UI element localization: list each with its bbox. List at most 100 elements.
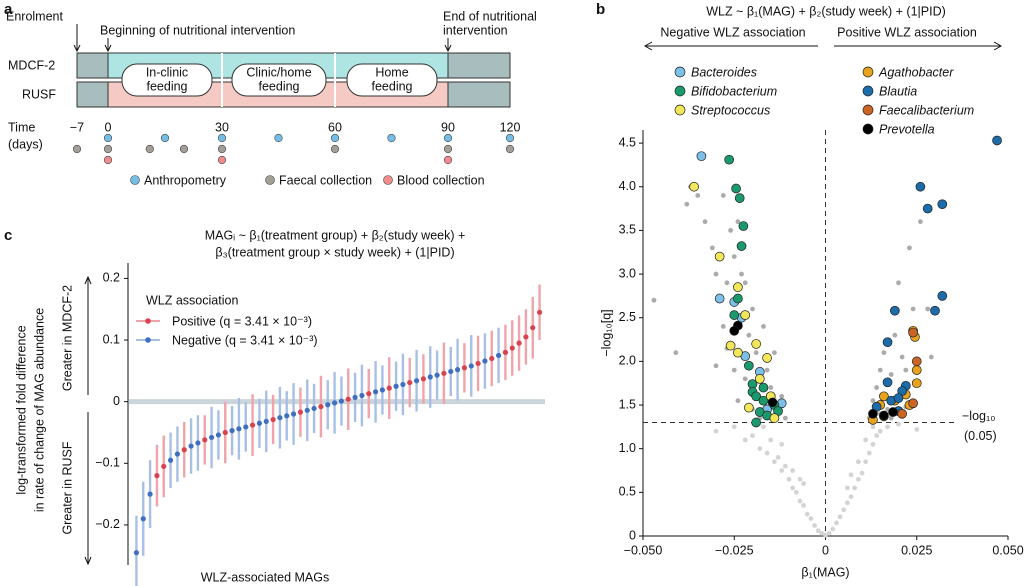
data-point	[133, 550, 140, 556]
data-point	[725, 340, 736, 351]
data-point	[530, 325, 536, 331]
data-point	[930, 305, 940, 316]
data-point	[696, 151, 707, 162]
data-point	[751, 339, 762, 349]
data-point	[174, 451, 181, 457]
x-tick-label: −0.050	[624, 543, 663, 557]
background-point	[874, 385, 879, 390]
background-point	[695, 193, 701, 198]
data-point	[297, 409, 304, 415]
background-point	[892, 332, 898, 338]
background-point	[764, 450, 770, 456]
background-point	[713, 363, 719, 369]
background-point	[863, 459, 869, 465]
background-point	[742, 376, 748, 382]
background-point	[881, 350, 887, 356]
data-point	[208, 434, 215, 441]
data-point	[359, 392, 365, 399]
data-point	[263, 418, 269, 424]
collection-point	[103, 133, 113, 143]
data-point	[318, 404, 324, 410]
panel-label: c	[4, 227, 12, 244]
data-point	[992, 135, 1002, 146]
background-point	[848, 494, 854, 500]
data-point	[154, 473, 160, 479]
background-point	[826, 530, 832, 536]
legend-label: Anthropometry	[144, 173, 227, 187]
collection-point	[443, 155, 453, 165]
chart-title: MAGᵢ ~ β₁(treatment group) + β₂(study we…	[205, 228, 466, 242]
background-point	[793, 489, 799, 495]
legend-marker	[674, 104, 686, 116]
data-point	[908, 398, 918, 409]
event-arrow	[104, 38, 112, 53]
background-point	[790, 485, 796, 491]
data-point	[879, 391, 889, 402]
background-point	[830, 526, 836, 532]
background-point	[819, 530, 825, 536]
timeline: In-clinic feeding Clinic/home feeding Ho…	[6, 9, 537, 151]
data-point	[222, 429, 228, 436]
data-point	[729, 325, 740, 336]
direction-arrow	[84, 412, 92, 566]
data-point	[922, 203, 933, 214]
data-point	[731, 183, 741, 194]
data-point	[714, 293, 725, 304]
legend-marker	[862, 104, 874, 116]
background-point	[750, 306, 755, 312]
background-point	[702, 219, 708, 225]
collection-point	[217, 144, 227, 154]
legend-marker	[145, 318, 151, 324]
collection-point	[179, 144, 189, 154]
background-point	[870, 424, 876, 430]
background-point	[804, 511, 810, 517]
phase-label: In-clinic	[146, 65, 188, 79]
data-point	[751, 417, 762, 428]
background-point	[855, 459, 861, 465]
y-tick-label: 2.0	[619, 354, 636, 368]
data-point	[393, 383, 399, 389]
background-point	[761, 424, 766, 430]
phase-box	[231, 63, 327, 97]
data-point	[352, 394, 358, 400]
legend-marker	[130, 175, 140, 185]
direction-arrow	[643, 41, 818, 51]
event-arrow	[73, 24, 81, 53]
background-point	[874, 433, 879, 438]
direction-label: Positive WLZ association	[837, 25, 977, 39]
collection-point	[330, 133, 340, 143]
background-point	[877, 367, 883, 373]
background-point	[914, 427, 920, 432]
collection-point	[443, 144, 453, 154]
legend-label: Faecalibacterium	[879, 103, 974, 117]
y-tick-label: 3.5	[619, 223, 636, 237]
y-tick-label: 0.2	[103, 271, 120, 285]
background-point	[720, 193, 726, 198]
collection-point	[274, 133, 283, 143]
data-point	[908, 327, 918, 338]
background-point	[896, 421, 901, 427]
collection-point	[103, 155, 113, 165]
x-axis-title: WLZ-associated MAGs	[201, 570, 330, 584]
data-point	[167, 457, 174, 463]
background-point	[651, 297, 657, 303]
data-point	[188, 443, 194, 449]
post-period	[447, 52, 511, 79]
x-tick-label: 30	[215, 120, 229, 134]
arm-label: MDCF-2	[8, 58, 55, 72]
background-point	[786, 476, 792, 482]
background-point	[837, 514, 843, 520]
enrolment-period	[76, 52, 109, 79]
background-point	[782, 415, 788, 421]
data-point	[879, 410, 889, 421]
threshold-label: (0.05)	[964, 429, 997, 443]
legend-marker	[145, 337, 151, 343]
background-point	[859, 470, 865, 476]
data-point	[714, 251, 725, 262]
background-point	[735, 219, 741, 225]
data-point	[215, 432, 222, 438]
data-point	[888, 407, 898, 417]
phase-box	[121, 63, 213, 97]
background-point	[855, 476, 861, 482]
